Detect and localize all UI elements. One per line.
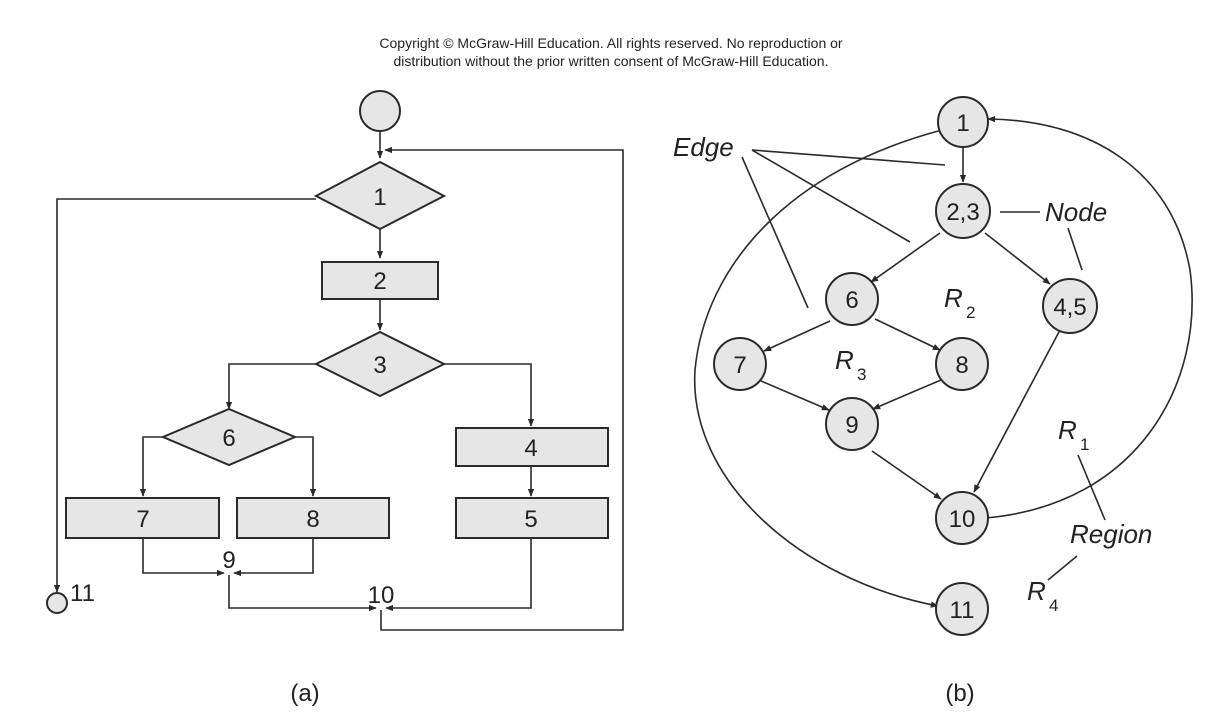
fc-process-2: 2 xyxy=(321,261,439,300)
fg-node-8-label: 8 xyxy=(955,352,968,379)
fg-node-10: 10 xyxy=(935,491,989,545)
fg-node-7: 7 xyxy=(713,337,767,391)
node-pointer-2 xyxy=(1067,227,1083,271)
region-pointer-r1 xyxy=(1077,454,1106,521)
fc-label-3: 3 xyxy=(373,352,386,379)
fg-edge-7-9 xyxy=(760,380,830,411)
fc-edge-3-4 xyxy=(444,363,535,427)
fg-node-8: 8 xyxy=(935,337,989,391)
fc-process-5: 5 xyxy=(455,497,609,539)
edge-annotation: Edge xyxy=(673,132,734,162)
flowgraph: 1 2,3 4,5 6 7 8 9 10 xyxy=(673,96,1193,707)
fg-edge-45-10 xyxy=(973,329,1061,493)
fc-label-1: 1 xyxy=(373,184,386,211)
fg-edge-1-11 xyxy=(693,129,943,608)
fc-decision-6: 6 xyxy=(160,407,298,467)
region-r1-letter: R xyxy=(1058,415,1077,445)
copyright-line-2: distribution without the prior written c… xyxy=(393,53,829,69)
fc-start-circle xyxy=(359,90,401,132)
fc-edge-7-9 xyxy=(142,538,225,577)
fg-edge-6-8 xyxy=(874,318,941,351)
fg-node-6: 6 xyxy=(825,272,879,326)
region-r1: R 1 xyxy=(1058,415,1089,454)
copyright-line-1: Copyright © McGraw-Hill Education. All r… xyxy=(379,35,843,51)
edge-pointer-1 xyxy=(751,149,946,166)
flowgraph-edges xyxy=(693,115,1193,608)
fc-edge-5-10 xyxy=(385,538,532,612)
region-r3: R 3 xyxy=(835,345,866,384)
fg-node-9-label: 9 xyxy=(845,412,858,439)
fg-node-6-label: 6 xyxy=(845,287,858,314)
caption-a: (a) xyxy=(290,680,319,707)
region-pointer-r4 xyxy=(1047,555,1078,581)
fg-node-23: 2,3 xyxy=(935,183,991,239)
fg-node-1-label: 1 xyxy=(956,110,969,137)
region-r3-sub: 3 xyxy=(857,365,866,384)
fg-node-7-label: 7 xyxy=(733,352,746,379)
region-r4-letter: R xyxy=(1027,576,1046,606)
fg-node-1: 1 xyxy=(937,96,989,148)
fc-label-9: 9 xyxy=(222,547,235,574)
fg-node-11: 11 xyxy=(935,582,989,636)
fc-edge-6-7 xyxy=(139,436,163,497)
node-annotation: Node xyxy=(1045,197,1107,227)
fc-edge-6-8 xyxy=(295,436,317,497)
fg-edge-9-10 xyxy=(871,450,942,500)
region-r2-sub: 2 xyxy=(966,303,975,322)
fc-edge-10-loop xyxy=(380,146,624,631)
fc-edge-8-9 xyxy=(233,538,314,577)
fg-edge-10-1 xyxy=(984,115,1193,519)
fg-node-9: 9 xyxy=(825,397,879,451)
fc-label-6: 6 xyxy=(222,425,235,452)
flowchart-connectors xyxy=(53,131,624,631)
fc-decision-3: 3 xyxy=(313,330,447,398)
fc-process-4: 4 xyxy=(455,427,609,467)
fg-edge-23-6 xyxy=(870,232,941,283)
flowchart: 1 2 3 6 4 7 8 5 9 10 xyxy=(46,90,624,707)
fg-node-11-label: 11 xyxy=(950,597,975,624)
fc-edge-1-11 xyxy=(53,198,316,593)
fg-node-45: 4,5 xyxy=(1042,278,1098,334)
copyright-notice: Copyright © McGraw-Hill Education. All r… xyxy=(0,34,1222,70)
fg-node-10-label: 10 xyxy=(949,506,976,533)
fc-label-10: 10 xyxy=(368,582,395,609)
fc-process-8: 8 xyxy=(236,497,390,539)
fc-label-8: 8 xyxy=(306,506,319,533)
fc-decision-1: 1 xyxy=(313,160,447,231)
fg-edge-6-7 xyxy=(763,320,831,352)
fg-edge-23-45 xyxy=(984,232,1051,285)
region-r1-sub: 1 xyxy=(1080,435,1089,454)
fg-node-23-label: 2,3 xyxy=(946,199,979,226)
fc-process-7: 7 xyxy=(65,497,220,539)
annotation-pointers xyxy=(741,149,1106,581)
fc-label-11: 11 xyxy=(70,580,95,607)
fc-label-5: 5 xyxy=(524,506,537,533)
caption-b: (b) xyxy=(945,680,974,707)
region-r4: R 4 xyxy=(1027,576,1058,615)
edge-pointer-2 xyxy=(751,149,911,243)
fg-node-45-label: 4,5 xyxy=(1053,294,1086,321)
fc-label-4: 4 xyxy=(524,435,537,462)
region-r4-sub: 4 xyxy=(1049,596,1058,615)
fg-edge-8-9 xyxy=(872,379,942,410)
edge-pointer-3 xyxy=(741,156,809,309)
region-r2-letter: R xyxy=(944,283,963,313)
fc-end-circle xyxy=(46,592,68,614)
fc-label-2: 2 xyxy=(373,268,386,295)
region-r3-letter: R xyxy=(835,345,854,375)
fc-label-7: 7 xyxy=(136,506,149,533)
fc-edge-9-10 xyxy=(228,575,377,612)
fc-edge-3-6 xyxy=(225,363,316,410)
region-r2: R 2 xyxy=(944,283,975,322)
region-annotation: Region xyxy=(1070,519,1152,549)
